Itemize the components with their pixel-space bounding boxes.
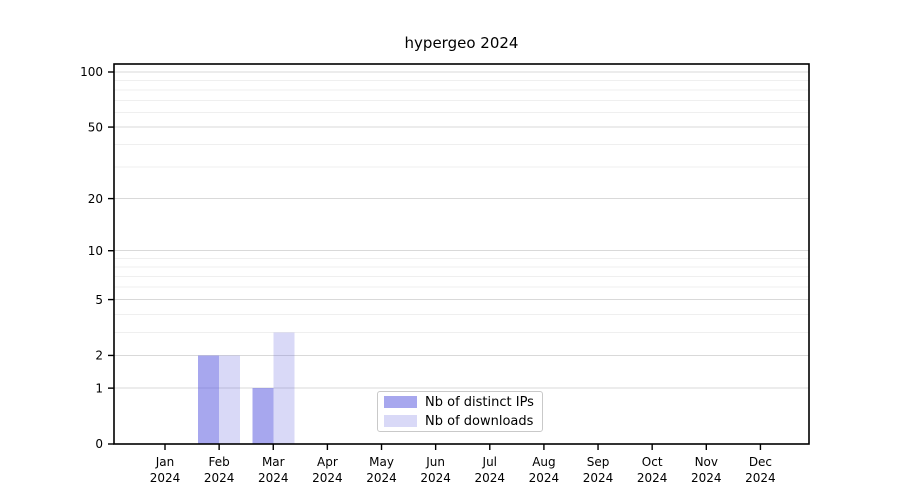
x-tick-label-month-oct: Oct — [642, 455, 663, 469]
bar-mar-distinct-ips — [252, 388, 274, 444]
legend: Nb of distinct IPs Nb of downloads — [377, 391, 543, 432]
x-tick-label-month-jun: Jun — [425, 455, 445, 469]
x-tick-label-month-feb: Feb — [209, 455, 230, 469]
legend-swatch-downloads — [384, 415, 417, 427]
legend-swatch-distinct-ips — [384, 396, 417, 408]
x-tick-label-year-dec: 2024 — [745, 471, 776, 485]
x-tick-label-year-jan: 2024 — [150, 471, 181, 485]
x-tick-label-month-mar: Mar — [262, 455, 285, 469]
x-tick-label-month-jul: Jul — [482, 455, 497, 469]
x-tick-label-year-jul: 2024 — [475, 471, 506, 485]
legend-label-distinct-ips: Nb of distinct IPs — [425, 394, 534, 410]
legend-item-distinct-ips: Nb of distinct IPs — [384, 396, 536, 409]
x-tick-label-year-jun: 2024 — [420, 471, 451, 485]
chart-title: hypergeo 2024 — [404, 34, 519, 52]
bar-feb-downloads — [219, 355, 241, 444]
x-tick-label-month-may: May — [369, 455, 394, 469]
x-tick-label-year-may: 2024 — [366, 471, 397, 485]
y-tick-label-10: 10 — [88, 244, 103, 258]
axes-frame — [113, 63, 810, 445]
x-tick-label-month-sep: Sep — [587, 455, 610, 469]
x-tick-label-month-dec: Dec — [749, 455, 772, 469]
legend-item-downloads: Nb of downloads — [384, 415, 536, 428]
y-tick-label-0: 0 — [95, 437, 103, 451]
x-tick-label-year-aug: 2024 — [529, 471, 560, 485]
x-tick-label-year-feb: 2024 — [204, 471, 235, 485]
y-tick-label-50: 50 — [88, 120, 103, 134]
x-tick-label-month-jan: Jan — [155, 455, 175, 469]
y-tick-label-2: 2 — [95, 349, 103, 363]
y-tick-label-100: 100 — [80, 65, 103, 79]
y-tick-label-1: 1 — [95, 381, 103, 395]
y-tick-label-5: 5 — [95, 293, 103, 307]
x-tick-label-year-sep: 2024 — [583, 471, 614, 485]
x-tick-label-month-apr: Apr — [317, 455, 338, 469]
bar-feb-distinct-ips — [198, 355, 220, 444]
y-tick-label-20: 20 — [88, 192, 103, 206]
x-tick-label-month-aug: Aug — [532, 455, 555, 469]
x-tick-label-year-nov: 2024 — [691, 471, 722, 485]
x-tick-label-month-nov: Nov — [695, 455, 718, 469]
x-tick-label-year-apr: 2024 — [312, 471, 343, 485]
legend-label-downloads: Nb of downloads — [425, 413, 534, 429]
bar-mar-downloads — [273, 332, 295, 444]
x-tick-label-year-oct: 2024 — [637, 471, 668, 485]
x-tick-label-year-mar: 2024 — [258, 471, 289, 485]
